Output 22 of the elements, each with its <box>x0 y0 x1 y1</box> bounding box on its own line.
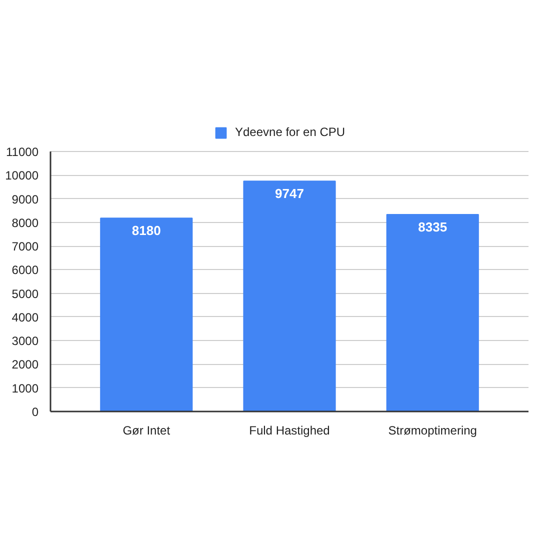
bar <box>243 180 336 412</box>
y-tick-label: 5000 <box>12 286 39 301</box>
y-tick-label: 10000 <box>5 168 39 183</box>
data-label: 9747 <box>275 186 304 202</box>
y-tick-label: 6000 <box>12 263 39 278</box>
y-tick-label: 7000 <box>12 240 39 254</box>
y-tick-label: 9000 <box>12 192 39 206</box>
legend-label: Ydeevne for en CPU <box>235 125 346 139</box>
y-tick-label: 1000 <box>12 381 39 396</box>
y-tick-label: 2000 <box>12 358 39 372</box>
x-tick-label: Gør Intet <box>122 424 171 438</box>
data-label: 8335 <box>418 219 448 234</box>
x-tick-label: Fuld Hastighed <box>249 424 330 438</box>
y-tick-label: 4000 <box>12 310 39 324</box>
y-tick-label: 0 <box>32 405 39 419</box>
y-tick-label: 3000 <box>12 334 39 348</box>
x-tick-label: Strømoptimering <box>388 424 477 438</box>
y-tick-label: 11000 <box>6 145 39 159</box>
data-label: 8180 <box>132 223 161 238</box>
bar <box>386 214 479 412</box>
bar <box>100 218 193 412</box>
y-tick-label: 8000 <box>12 216 39 230</box>
